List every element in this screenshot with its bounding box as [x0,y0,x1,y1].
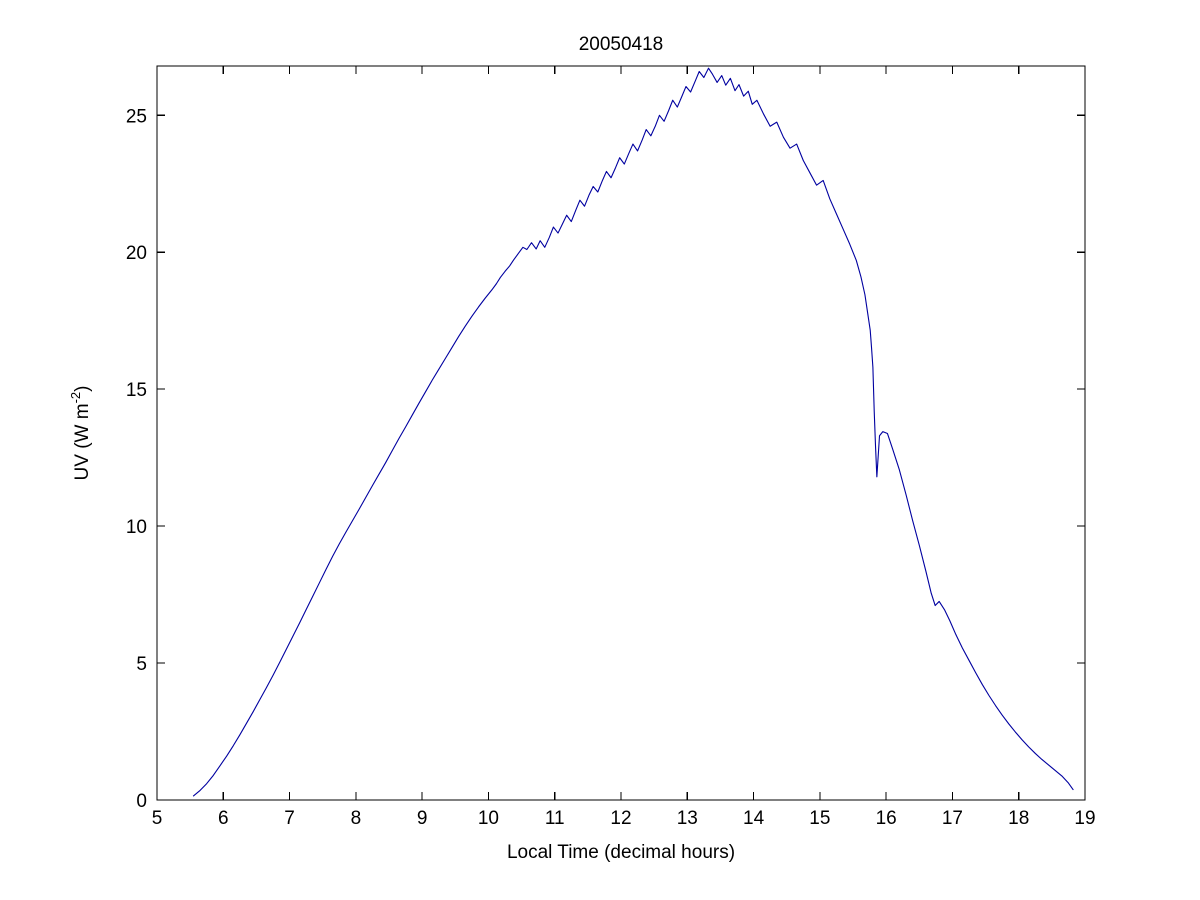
x-tick-label: 9 [417,808,428,829]
x-tick-label: 10 [478,808,499,829]
y-tick-label: 0 [136,791,147,812]
y-tick-label: 10 [126,517,147,538]
x-axis-ticks [156,66,1086,800]
x-tick-label: 19 [1074,808,1095,829]
x-tick-label: 14 [743,808,765,829]
y-tick-label: 20 [126,243,147,264]
y-tick-label: 25 [126,106,147,127]
chart-title: 20050418 [579,34,664,55]
x-tick-label: 11 [545,808,565,829]
svg-text:UV (W m-2): UV (W m-2) [68,386,93,481]
x-tick-label: 16 [876,808,897,829]
x-tick-label: 17 [942,808,963,829]
x-tick-label: 8 [351,808,362,829]
x-axis-tick-labels: 5 6 7 8 9 10 11 12 13 14 15 16 17 18 19 [152,808,1096,829]
plot-frame [156,65,1086,801]
x-tick-label: 18 [1008,808,1029,829]
series-path [192,67,1074,797]
y-tick-label: 5 [136,654,147,675]
y-axis-label-close: ) [72,386,93,392]
x-axis-label: Local Time (decimal hours) [507,842,735,863]
y-axis-tick-labels: 0 5 10 15 20 25 [126,106,147,812]
y-axis-ticks [157,114,1085,801]
x-tick-label: 6 [218,808,229,829]
x-tick-label: 5 [152,808,163,829]
x-tick-label: 13 [677,808,698,829]
y-tick-label: 15 [126,380,147,401]
y-axis-label-base: UV (W m [72,403,93,480]
x-tick-label: 12 [610,808,631,829]
x-tick-label: 15 [809,808,830,829]
y-axis-label: UV (W m-2) [68,386,93,481]
data-series-group [192,67,1074,797]
x-tick-label: 7 [284,808,295,829]
y-axis-label-exponent: -2 [68,392,83,404]
